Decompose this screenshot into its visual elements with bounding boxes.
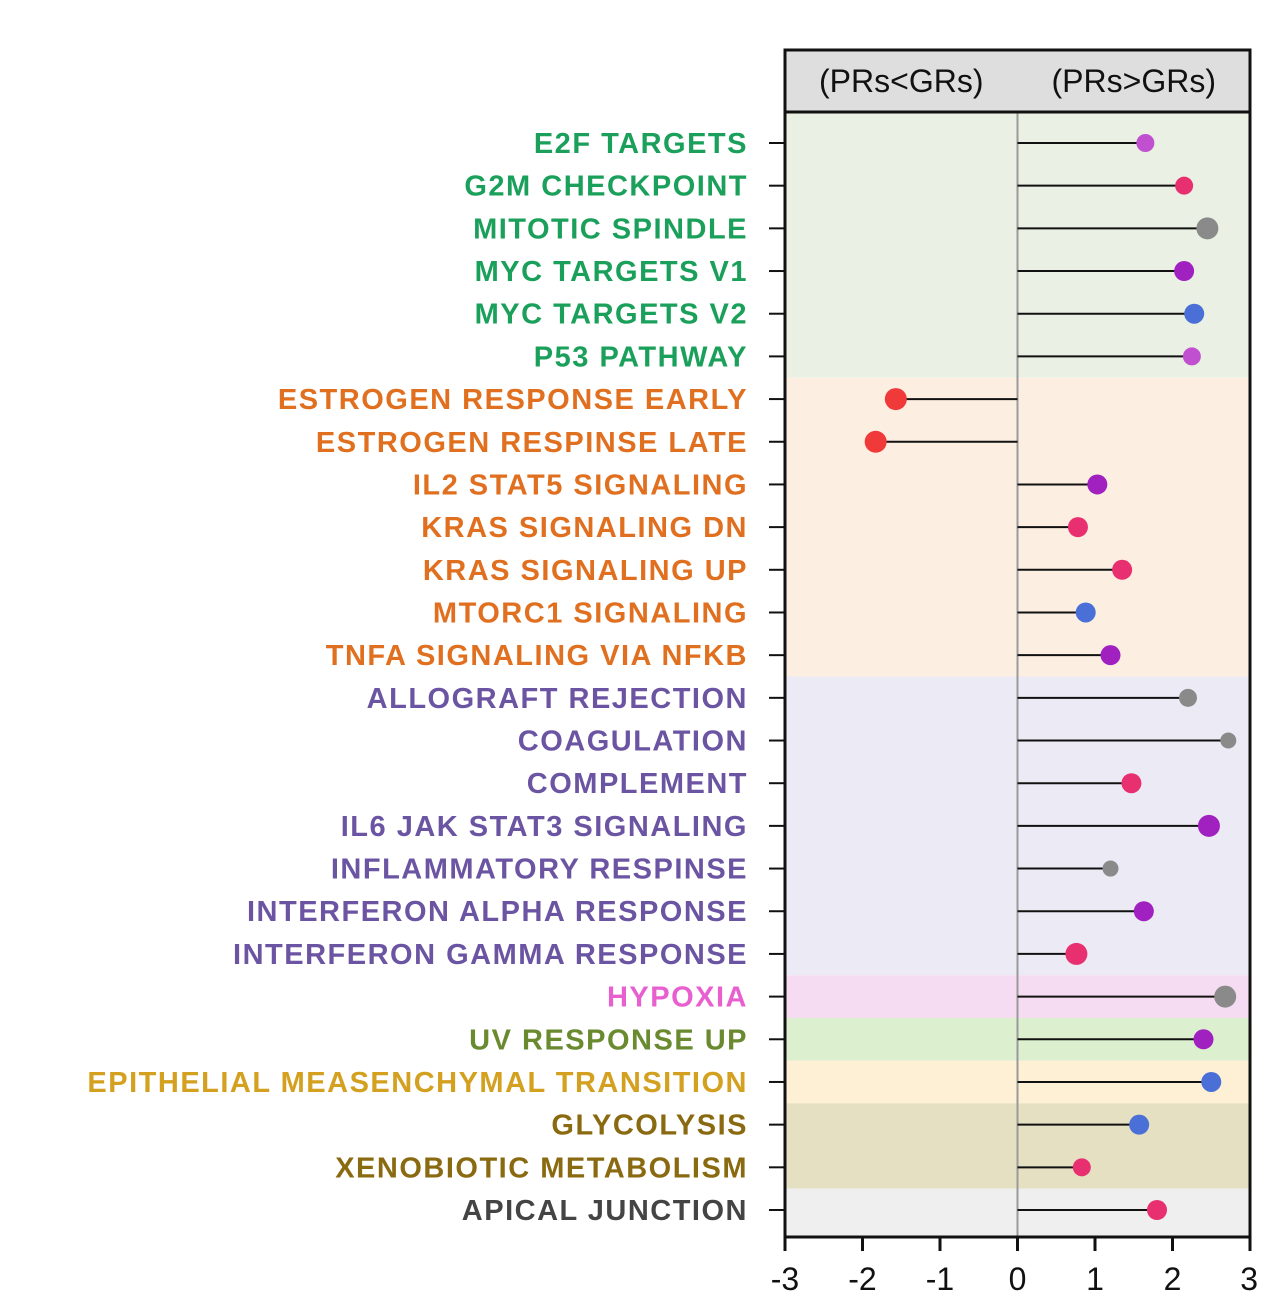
lollipop-point xyxy=(1121,773,1142,794)
lollipop-point xyxy=(1179,688,1197,707)
category-label: INFLAMMATORY RESPINSE xyxy=(331,854,748,886)
lollipop-point xyxy=(1147,1200,1167,1220)
x-tick-label: 3 xyxy=(1240,1261,1258,1297)
lollipop-point xyxy=(1201,1071,1222,1092)
category-label: ALLOGRAFT REJECTION xyxy=(367,683,748,715)
lollipop-point xyxy=(1067,517,1088,538)
category-label: TNFA SIGNALING VIA NFKB xyxy=(326,640,748,672)
category-label: ESTROGEN RESPINSE LATE xyxy=(316,427,748,459)
lollipop-point xyxy=(1072,1158,1091,1177)
lollipop-point xyxy=(1087,474,1108,495)
category-label: MYC TARGETS V2 xyxy=(475,299,748,331)
lollipop-point xyxy=(1075,602,1096,623)
category-label: MITOTIC SPINDLE xyxy=(473,213,748,245)
category-label: INTERFERON GAMMA RESPONSE xyxy=(233,939,748,971)
lollipop-point xyxy=(1220,732,1237,749)
category-label: MTORC1 SIGNALING xyxy=(433,597,748,629)
category-label: XENOBIOTIC METABOLISM xyxy=(335,1152,748,1184)
x-tick-label: -2 xyxy=(848,1261,876,1297)
lollipop-point xyxy=(1102,860,1119,877)
header-label-right: (PRs>GRs) xyxy=(1052,63,1216,99)
lollipop-point xyxy=(1112,559,1133,580)
lollipop-point xyxy=(1174,261,1195,282)
lollipop-point xyxy=(1182,347,1201,366)
lollipop-point xyxy=(1175,176,1194,195)
category-label: P53 PATHWAY xyxy=(534,341,748,373)
category-label: IL6 JAK STAT3 SIGNALING xyxy=(341,811,748,843)
lollipop-point xyxy=(1136,134,1155,152)
category-label: GLYCOLYSIS xyxy=(551,1110,748,1142)
lollipop-point xyxy=(1133,901,1154,922)
category-label: IL2 STAT5 SIGNALING xyxy=(413,469,748,501)
header-label-left: (PRs<GRs) xyxy=(819,63,983,99)
x-tick-label: -3 xyxy=(771,1261,799,1297)
lollipop-point xyxy=(1129,1114,1150,1135)
x-tick-label: 2 xyxy=(1164,1261,1182,1297)
category-label: COAGULATION xyxy=(518,726,748,758)
category-label: UV RESPONSE UP xyxy=(469,1024,748,1056)
lollipop-point xyxy=(1197,814,1220,837)
category-label: G2M CHECKPOINT xyxy=(464,171,748,203)
category-label: INTERFERON ALPHA RESPONSE xyxy=(247,896,748,928)
x-tick-label: 0 xyxy=(1009,1261,1027,1297)
category-label: E2F TARGETS xyxy=(534,128,748,160)
lollipop-point xyxy=(1065,942,1088,965)
category-label: KRAS SIGNALING UP xyxy=(423,555,748,587)
category-label: HYPOXIA xyxy=(607,982,748,1014)
lollipop-point xyxy=(1184,303,1205,324)
lollipop-point xyxy=(1193,1029,1214,1050)
x-tick-label: 1 xyxy=(1086,1261,1104,1297)
header-strip xyxy=(785,50,1250,112)
category-label: APICAL JUNCTION xyxy=(462,1195,748,1227)
lollipop-point xyxy=(1196,217,1219,240)
lollipop-point xyxy=(884,388,907,411)
category-label: EPITHELIAL MEASENCHYMAL TRANSITION xyxy=(87,1067,748,1099)
lollipop-point xyxy=(1214,985,1237,1008)
category-label: ESTROGEN RESPONSE EARLY xyxy=(278,384,748,416)
lollipop-point xyxy=(864,430,887,453)
category-label: MYC TARGETS V1 xyxy=(475,256,748,288)
category-label: COMPLEMENT xyxy=(527,768,748,800)
category-label: KRAS SIGNALING DN xyxy=(421,512,748,544)
lollipop-point xyxy=(1100,645,1121,666)
x-tick-label: -1 xyxy=(926,1261,954,1297)
